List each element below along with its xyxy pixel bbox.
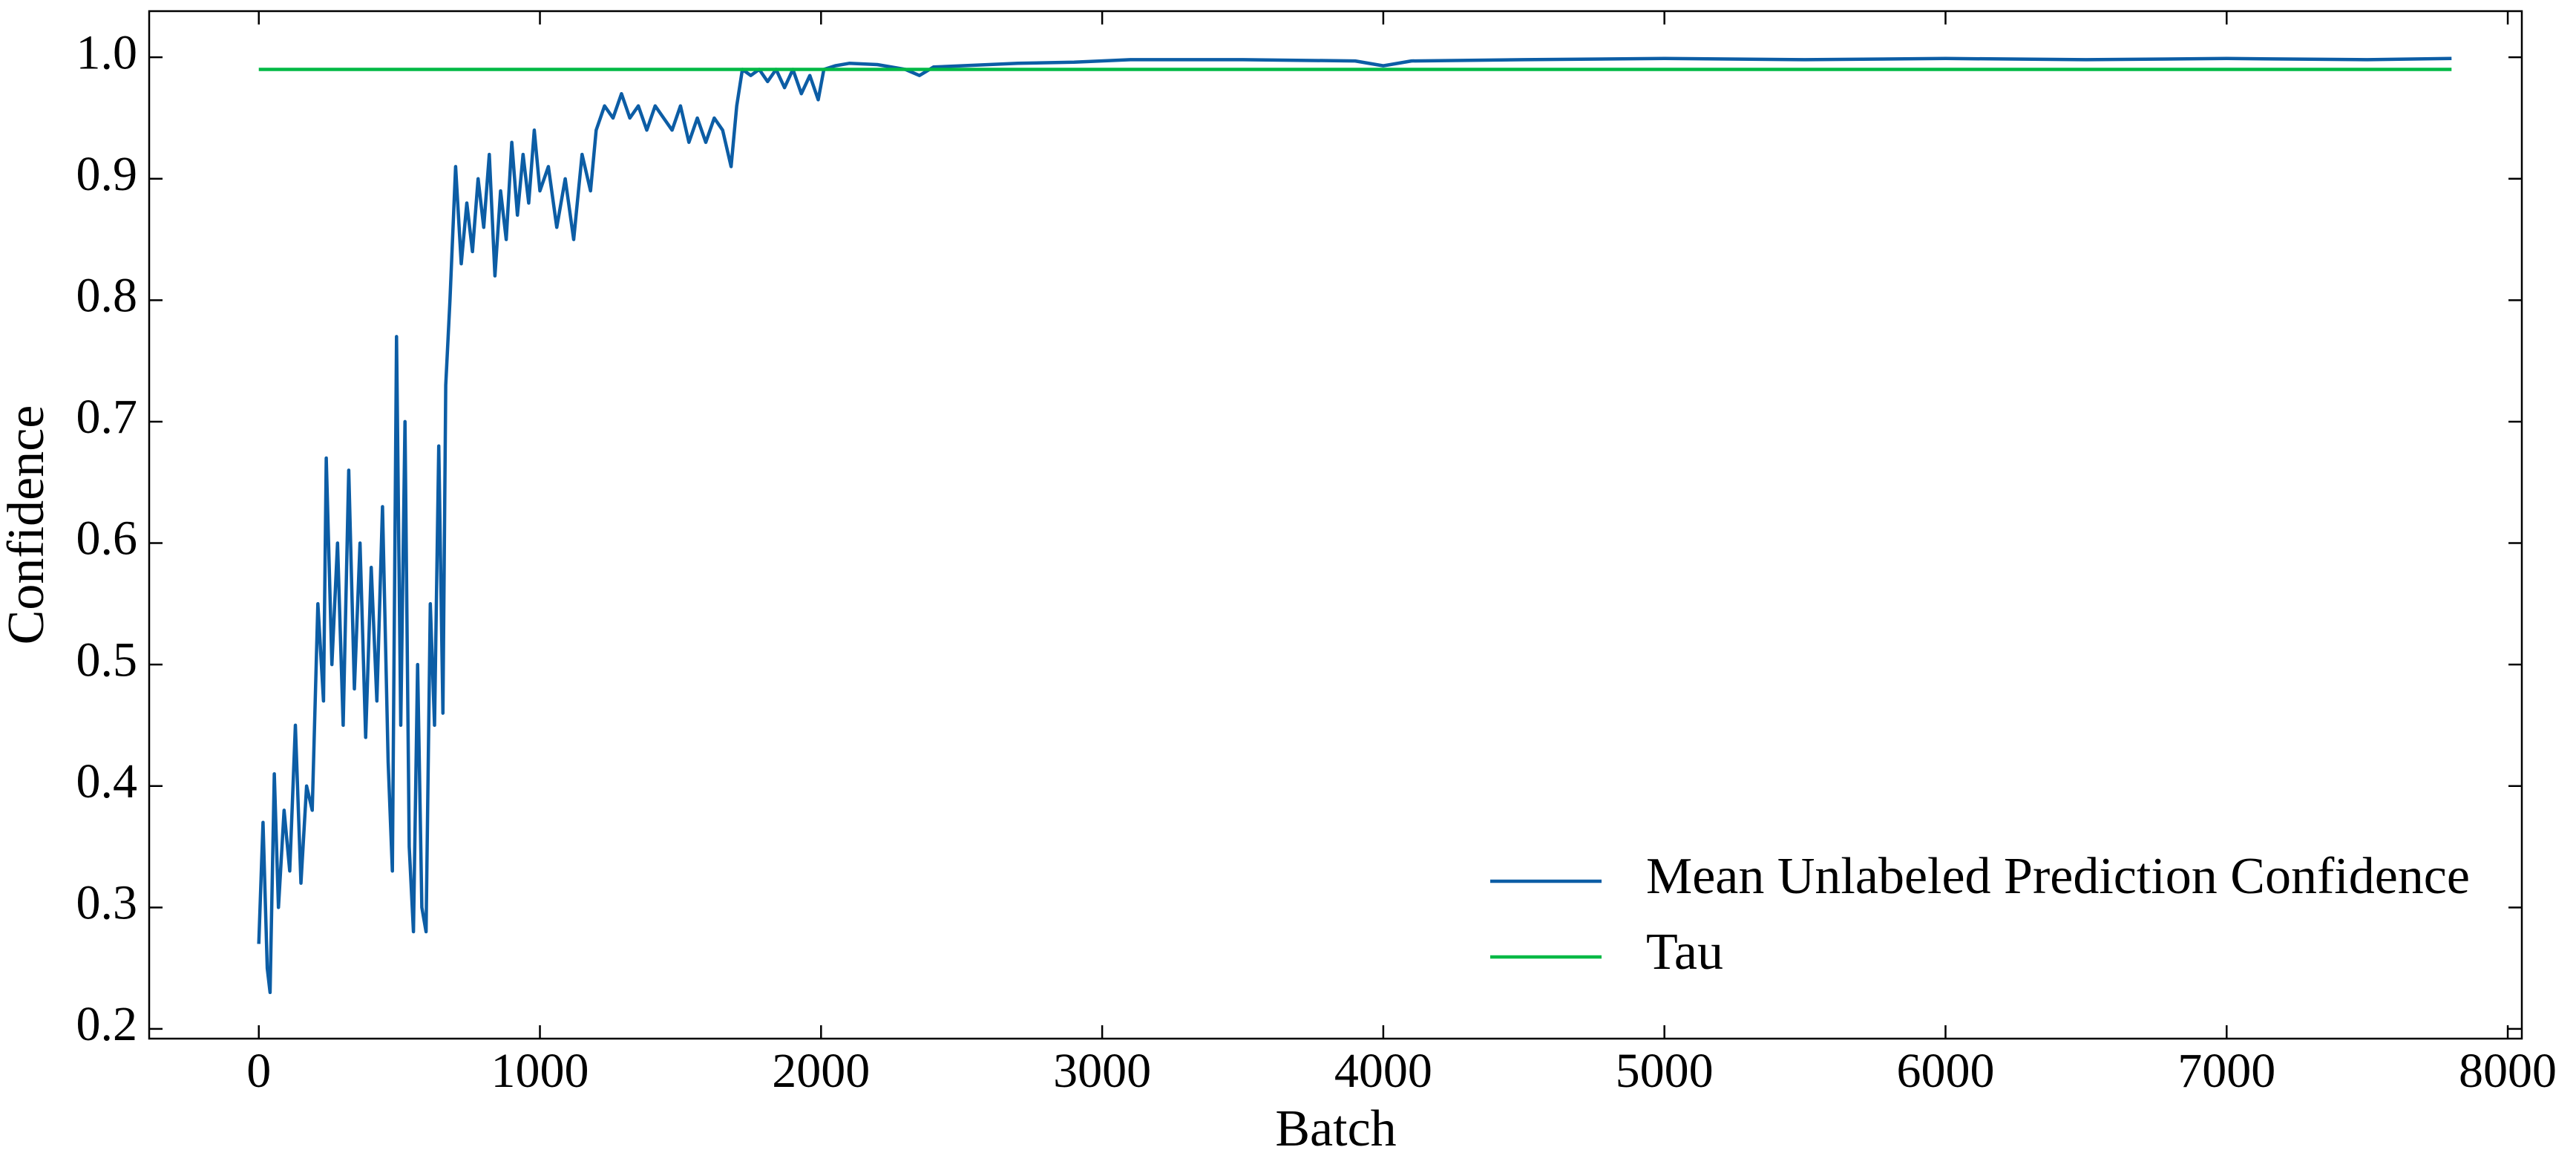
- x-tick-label: 3000: [1053, 1044, 1151, 1098]
- series-line: [257, 56, 2452, 995]
- y-tick-label: 0.6: [76, 512, 138, 566]
- x-tick-label: 8000: [2459, 1044, 2557, 1098]
- x-tick-label: 5000: [1616, 1044, 1714, 1098]
- y-tick-label: 0.9: [76, 147, 138, 201]
- y-axis-label: Confidence: [0, 405, 55, 645]
- x-tick-label: 1000: [491, 1044, 589, 1098]
- legend-label: Tau: [1646, 924, 1723, 981]
- y-tick-label: 0.5: [76, 633, 138, 687]
- legend-label: Mean Unlabeled Prediction Confidence: [1646, 848, 2470, 905]
- plot-frame: [148, 10, 2523, 1040]
- x-tick-label: 6000: [1896, 1044, 1994, 1098]
- x-tick-label: 2000: [772, 1044, 870, 1098]
- y-tick-label: 0.2: [76, 997, 138, 1051]
- x-axis-label: Batch: [1275, 1100, 1396, 1157]
- y-tick-label: 0.8: [76, 268, 138, 322]
- y-tick-label: 0.7: [76, 390, 138, 444]
- y-tick-label: 1.0: [76, 25, 138, 79]
- x-tick-label: 7000: [2177, 1044, 2275, 1098]
- y-tick-label: 0.4: [76, 754, 138, 808]
- x-tick-label: 0: [246, 1044, 271, 1098]
- y-tick-label: 0.3: [76, 875, 138, 929]
- x-tick-label: 4000: [1334, 1044, 1432, 1098]
